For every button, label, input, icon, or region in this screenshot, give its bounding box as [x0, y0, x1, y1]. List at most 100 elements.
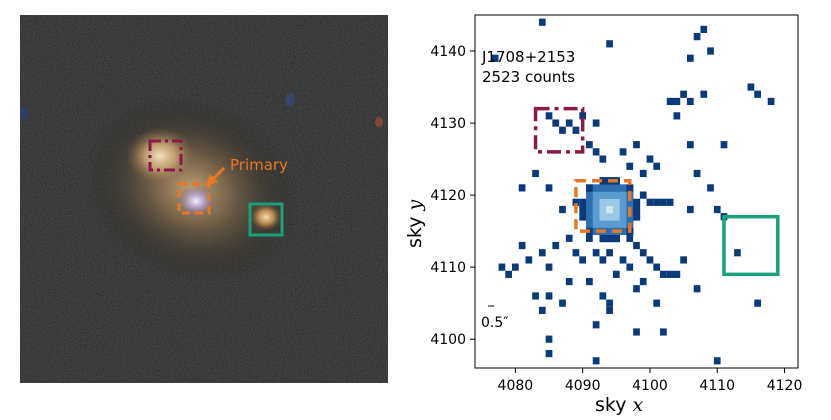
- core-pixel: [606, 220, 614, 228]
- count-pixel: [653, 162, 661, 170]
- x-tick-label: 4090: [565, 378, 601, 394]
- core-pixel: [619, 227, 627, 236]
- optical-image-panel: Primary: [20, 15, 388, 383]
- core-pixel: [633, 198, 641, 207]
- core-pixel: [586, 213, 594, 221]
- count-pixel: [633, 285, 640, 293]
- background-source: [20, 107, 28, 121]
- core-pixel: [592, 191, 600, 200]
- count-pixel: [660, 198, 667, 206]
- count-pixel: [619, 256, 627, 264]
- core-pixel: [626, 184, 634, 192]
- core-pixel: [619, 213, 627, 221]
- count-pixel: [565, 277, 573, 286]
- core-pixel: [579, 198, 587, 207]
- core-pixel: [619, 191, 627, 200]
- count-pixel: [498, 263, 506, 271]
- count-pixel: [592, 321, 600, 329]
- background-source: [375, 117, 383, 127]
- region-companion-optical: [248, 202, 284, 237]
- core-pixel: [599, 220, 607, 228]
- count-pixel: [552, 241, 560, 250]
- count-pixel: [619, 148, 627, 156]
- core-pixel: [612, 213, 620, 221]
- count-pixel: [639, 191, 647, 199]
- y-axis-label-prefix: sky: [404, 217, 426, 248]
- background-source: [285, 93, 295, 107]
- count-pixel: [653, 263, 661, 271]
- x-axis-label-var: x: [633, 394, 644, 416]
- x-tick-label: 4080: [498, 378, 534, 394]
- count-pixel: [599, 292, 607, 300]
- core-pixel: [592, 184, 600, 192]
- core-pixel: [606, 184, 614, 192]
- count-pixel: [639, 277, 647, 286]
- region-boxes: [533, 106, 780, 277]
- count-pixels: [491, 18, 775, 365]
- count-pixel: [673, 270, 681, 278]
- y-tick-label: 4110: [430, 260, 466, 276]
- count-pixel: [491, 54, 499, 62]
- core-pixel: [619, 205, 627, 214]
- count-pixel: [538, 249, 546, 257]
- core-pixel: [606, 234, 614, 243]
- count-pixel: [693, 169, 701, 178]
- count-pixel: [626, 234, 634, 242]
- count-pixel: [538, 18, 546, 26]
- core-pixel: [626, 213, 634, 221]
- region-primary: [574, 178, 632, 233]
- count-pixel: [693, 33, 701, 41]
- core-pixel: [579, 213, 587, 221]
- count-pixel: [586, 234, 593, 242]
- core-pixel: [586, 205, 594, 214]
- count-pixel: [538, 306, 546, 314]
- count-pixel: [586, 141, 593, 149]
- count-pixel: [525, 256, 533, 264]
- core-pixel: [606, 205, 614, 214]
- count-pixel: [559, 299, 566, 307]
- count-pixel: [653, 299, 661, 307]
- core-pixel: [612, 220, 620, 228]
- count-pixel: [579, 256, 587, 264]
- x-tick-label: 4100: [632, 378, 668, 394]
- core-pixel: [586, 220, 594, 228]
- core-pixel: [612, 198, 620, 207]
- count-pixel: [552, 119, 560, 127]
- count-pixel: [666, 270, 674, 278]
- count-pixel: [686, 54, 694, 62]
- y-tick-label: 4120: [430, 188, 466, 204]
- core-pixel: [606, 213, 614, 221]
- axis-ticks: 4080 4090 4100 4110 4120 4100 4110 4120 4130 4140: [430, 44, 802, 394]
- region-secondary: [533, 106, 585, 154]
- count-pixel: [572, 249, 580, 257]
- count-pixel: [633, 141, 640, 149]
- core-pixel: [599, 205, 607, 214]
- count-pixel: [545, 292, 553, 300]
- count-pixel: [545, 263, 553, 271]
- core-pixel: [592, 220, 600, 228]
- core-pixel: [579, 205, 587, 214]
- core-pixel: [633, 213, 641, 221]
- y-axis-label-var: y: [404, 199, 426, 211]
- core-pixel: [606, 227, 614, 236]
- galaxy-nucleus-secondary: [126, 128, 194, 184]
- count-pixel: [639, 249, 647, 257]
- count-pixel: [518, 184, 526, 192]
- region-secondary-optical: [148, 139, 183, 172]
- count-pixel: [545, 335, 553, 343]
- core-pixel: [626, 198, 634, 207]
- x-tick-label: 4110: [699, 378, 735, 394]
- core-pixel: [633, 205, 641, 214]
- count-pixel: [626, 162, 634, 170]
- count-pixel: [680, 90, 687, 98]
- count-pixel: [612, 270, 620, 278]
- count-pixel: [734, 249, 741, 257]
- count-pixel: [599, 256, 607, 264]
- core-pixel: [612, 191, 620, 200]
- count-pixel: [545, 112, 553, 120]
- count-pixel: [713, 205, 721, 214]
- count-pixel: [666, 97, 674, 106]
- region-primary-optical: [177, 182, 211, 215]
- count-pixel: [673, 97, 681, 106]
- core-pixel: [586, 184, 594, 192]
